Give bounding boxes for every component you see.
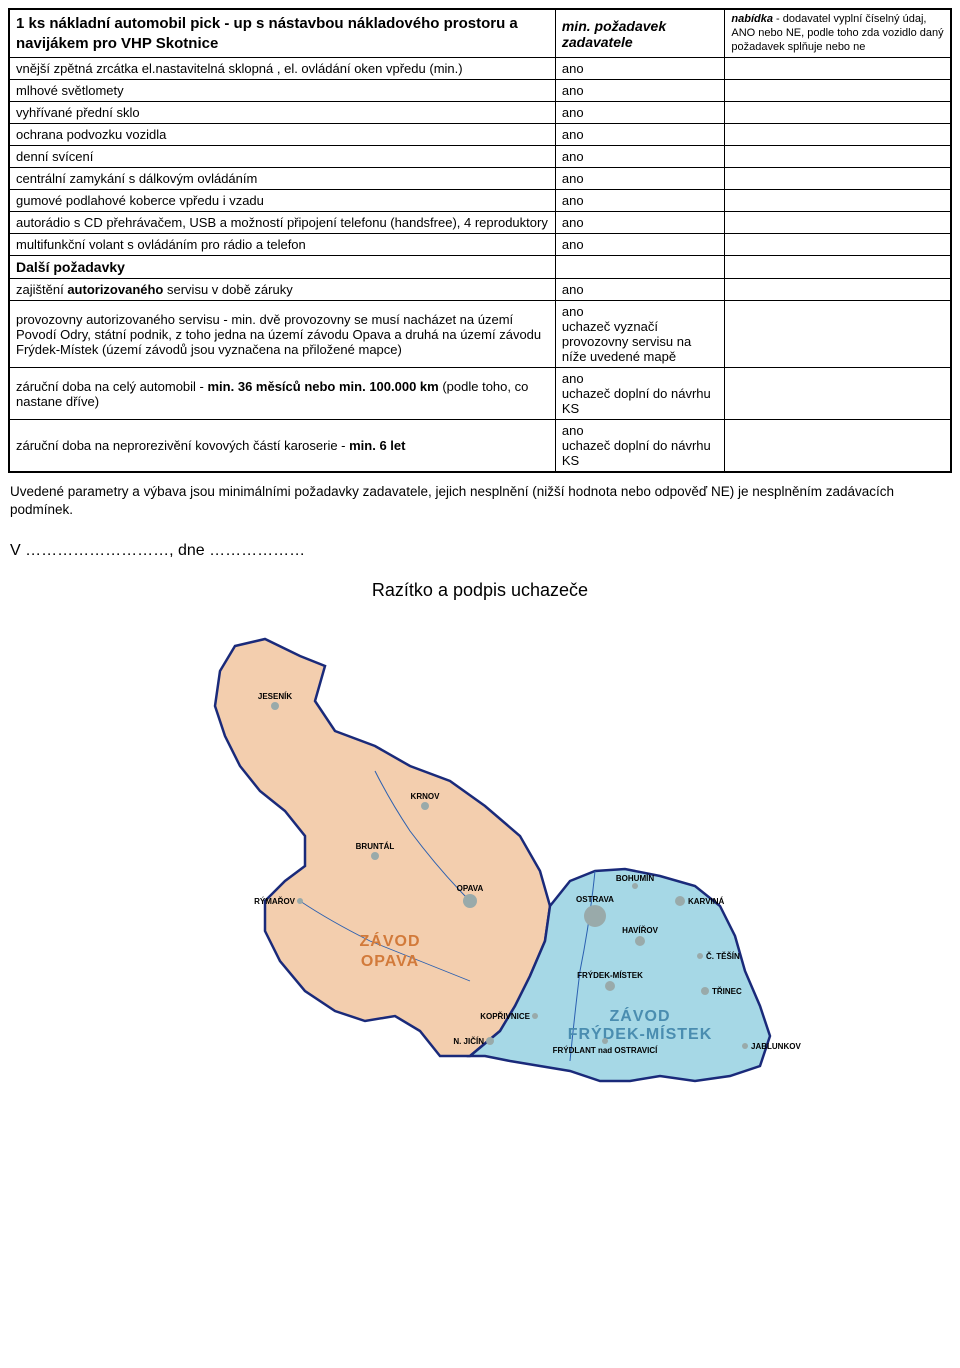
offer-cell[interactable]: [725, 234, 951, 256]
svg-text:ZÁVOD: ZÁVOD: [360, 931, 421, 950]
svg-text:RÝMAŘOV: RÝMAŘOV: [254, 897, 296, 906]
stamp-line: Razítko a podpis uchazeče: [8, 580, 952, 601]
spec-row: zajištění autorizovaného servisu v době …: [9, 279, 951, 301]
footer-note: Uvedené parametry a výbava jsou minimáln…: [10, 483, 950, 519]
spec-row: vnější zpětná zrcátka el.nastavitelná sk…: [9, 58, 951, 80]
offer-cell[interactable]: [725, 124, 951, 146]
header-col2: min. požadavekzadavatele: [555, 9, 725, 58]
offer-cell[interactable]: [725, 420, 951, 473]
spec-value: ano: [555, 190, 725, 212]
spec-label: autorádio s CD přehrávačem, USB a možnos…: [9, 212, 555, 234]
svg-text:OSTRAVA: OSTRAVA: [576, 895, 614, 904]
spec-row: autorádio s CD přehrávačem, USB a možnos…: [9, 212, 951, 234]
svg-text:JABLUNKOV: JABLUNKOV: [751, 1042, 801, 1051]
offer-cell[interactable]: [725, 190, 951, 212]
spec-label: provozovny autorizovaného servisu - min.…: [9, 301, 555, 368]
spec-row: gumové podlahové koberce vpředu i vzadu …: [9, 190, 951, 212]
spec-row: ochrana podvozku vozidla ano: [9, 124, 951, 146]
offer-cell[interactable]: [725, 146, 951, 168]
spec-value: ano: [555, 80, 725, 102]
spec-value: ano: [555, 58, 725, 80]
spec-label: multifunkční volant s ovládáním pro rádi…: [9, 234, 555, 256]
spec-row: záruční doba na neprorezivění kovových č…: [9, 420, 951, 473]
spec-table: 1 ks nákladní automobil pick - up s nást…: [8, 8, 952, 473]
svg-text:FRÝDEK-MÍSTEK: FRÝDEK-MÍSTEK: [568, 1024, 713, 1043]
section-further-reqs: Další požadavky: [9, 256, 951, 279]
spec-row: vyhřívané přední sklo ano: [9, 102, 951, 124]
offer-cell[interactable]: [725, 80, 951, 102]
spec-value: ano: [555, 124, 725, 146]
spec-row: mlhové světlomety ano: [9, 80, 951, 102]
spec-row: multifunkční volant s ovládáním pro rádi…: [9, 234, 951, 256]
offer-cell[interactable]: [725, 212, 951, 234]
svg-text:BOHUMÍN: BOHUMÍN: [616, 874, 654, 883]
svg-text:OPAVA: OPAVA: [361, 953, 419, 970]
spec-value: ano: [555, 279, 725, 301]
svg-text:TŘINEC: TŘINEC: [712, 987, 742, 996]
spec-row: záruční doba na celý automobil - min. 36…: [9, 368, 951, 420]
offer-cell[interactable]: [725, 58, 951, 80]
svg-text:FRÝDEK-MÍSTEK: FRÝDEK-MÍSTEK: [577, 971, 643, 980]
svg-text:FRÝDLANT nad OSTRAVICÍ: FRÝDLANT nad OSTRAVICÍ: [553, 1046, 659, 1055]
spec-label: vyhřívané přední sklo: [9, 102, 555, 124]
svg-text:HAVÍŘOV: HAVÍŘOV: [622, 926, 659, 935]
header-col3: nabídka - dodavatel vyplní číselný údaj,…: [725, 9, 951, 58]
offer-cell[interactable]: [725, 279, 951, 301]
spec-row: centrální zamykání s dálkovým ovládáním …: [9, 168, 951, 190]
signature-line: V ………………………, dne ………………: [10, 542, 950, 560]
spec-value: ano: [555, 102, 725, 124]
spec-row: denní svícení ano: [9, 146, 951, 168]
svg-text:BRUNTÁL: BRUNTÁL: [356, 842, 395, 851]
offer-cell[interactable]: [725, 301, 951, 368]
spec-value: ano: [555, 212, 725, 234]
svg-text:ZÁVOD: ZÁVOD: [610, 1006, 671, 1025]
offer-cell[interactable]: [725, 102, 951, 124]
spec-label: denní svícení: [9, 146, 555, 168]
spec-label: mlhové světlomety: [9, 80, 555, 102]
svg-text:Č. TĚŠÍN: Č. TĚŠÍN: [706, 952, 740, 961]
svg-text:KARVINÁ: KARVINÁ: [688, 897, 725, 906]
svg-text:OPAVA: OPAVA: [457, 884, 484, 893]
spec-row: provozovny autorizovaného servisu - min.…: [9, 301, 951, 368]
spec-value: ano: [555, 146, 725, 168]
offer-cell[interactable]: [725, 168, 951, 190]
spec-label: centrální zamykání s dálkovým ovládáním: [9, 168, 555, 190]
spec-label: vnější zpětná zrcátka el.nastavitelná sk…: [9, 58, 555, 80]
spec-value: ano: [555, 168, 725, 190]
spec-label: záruční doba na neprorezivění kovových č…: [9, 420, 555, 473]
spec-value: ano: [555, 234, 725, 256]
spec-value: anouchazeč vyznačí provozovny servisu na…: [555, 301, 725, 368]
svg-text:N. JIČÍN: N. JIČÍN: [453, 1037, 484, 1046]
svg-text:JESENÍK: JESENÍK: [258, 692, 292, 701]
spec-label: zajištění autorizovaného servisu v době …: [9, 279, 555, 301]
spec-value: anouchazeč doplní do návrhu KS: [555, 368, 725, 420]
header-title: 1 ks nákladní automobil pick - up s nást…: [9, 9, 555, 58]
spec-label: gumové podlahové koberce vpředu i vzadu: [9, 190, 555, 212]
spec-label: ochrana podvozku vozidla: [9, 124, 555, 146]
svg-text:KOPŘIVNICE: KOPŘIVNICE: [480, 1012, 530, 1021]
spec-label: záruční doba na celý automobil - min. 36…: [9, 368, 555, 420]
region-map: ZÁVODOPAVAZÁVODFRÝDEK-MÍSTEKJESENÍKKRNOV…: [140, 611, 820, 1111]
offer-cell[interactable]: [725, 368, 951, 420]
svg-text:KRNOV: KRNOV: [411, 792, 441, 801]
spec-value: anouchazeč doplní do návrhu KS: [555, 420, 725, 473]
